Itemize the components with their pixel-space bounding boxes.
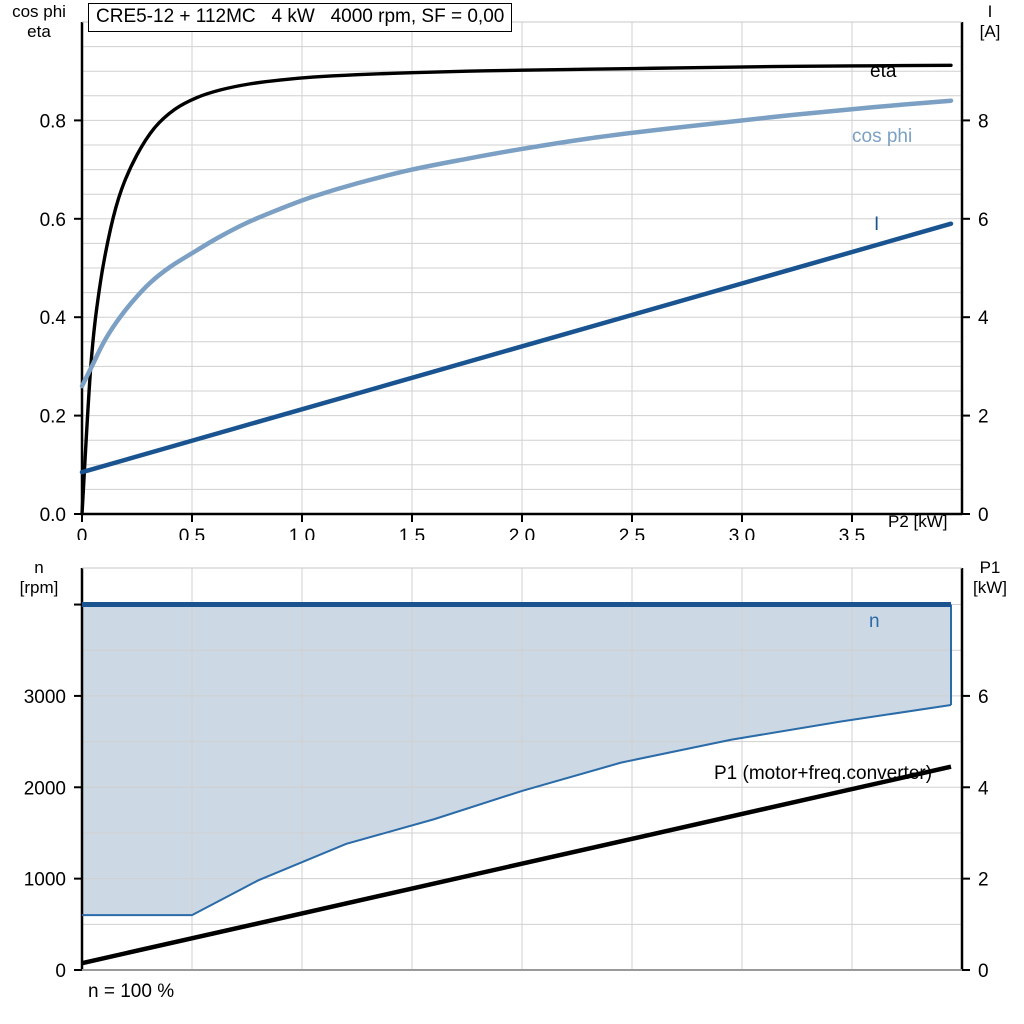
y-tick-label: 3000 [24,687,66,708]
right-axis-caption-bottom: P1 [kW] [973,558,1007,597]
y2-tick-label: 6 [978,687,989,708]
y-tick-label: 1000 [24,870,66,891]
curve-label-current: I [874,214,879,235]
x-tick-label: 2.5 [619,526,645,540]
y2-tick-label: 2 [978,407,989,428]
bottom-axis-frame [80,567,964,971]
curve-label-speed: n [869,611,880,632]
footer-note: n = 100 % [88,981,175,1002]
top-gridlines [82,22,962,514]
y2-tick-label: 4 [978,778,989,799]
chart-title-box: CRE5-12 + 112MC 4 kW 4000 rpm, SF = 0,00 [88,3,513,32]
speed-range-band [82,604,951,916]
left-axis-caption-top: cos phi eta [12,2,66,41]
top-chart-svg: 0.0 0.2 0.4 0.6 0.8 0 2 4 6 8 0 0.5 1.0 1.5 2.0 2.5 3.0 3… [40,21,989,540]
y-tick-label: 2000 [24,778,66,799]
y-tick-label: 0.4 [40,308,67,329]
bottom-chart: 0 1000 2000 3000 0 2 4 6 n P1 (motor+freq.conve… [0,548,1024,1024]
y-tick-label: 0.8 [40,111,66,132]
curve-label-cos-phi: cos phi [852,126,912,147]
y2-tick-label: 0 [978,961,989,982]
x-tick-label: 1.0 [289,526,315,540]
speed-range-area [82,604,951,916]
left-axis-caption-bottom: n [rpm] [19,558,59,597]
curve-n-lower [82,704,952,917]
x-tick-label: 0.5 [179,526,205,540]
curve-label-eta: eta [870,61,897,82]
curve-label-p1: P1 (motor+freq.converter) [714,763,932,784]
y2-tick-label: 6 [978,210,989,231]
top-tickmarks [74,119,970,522]
bottom-chart-svg: 0 1000 2000 3000 0 2 4 6 n P1 (motor+freq.conve… [24,567,989,982]
top-curves [79,63,954,516]
curve-cos-phi [79,98,954,389]
y-tick-label: 0 [55,961,66,982]
y2-tick-label: 8 [978,111,989,132]
curve-p1 [81,764,952,966]
y-tick-label: 0.2 [40,407,66,428]
right-axis-caption-top: I [A] [979,2,1001,41]
y-tick-label: 0.0 [40,505,66,526]
top-tick-labels: 0.0 0.2 0.4 0.6 0.8 0 2 4 6 8 0 0.5 1.0 1.5 2.0 2.5 3.0 3… [40,111,989,540]
x-tick-label: 1.5 [399,526,425,540]
y2-tick-label: 4 [978,308,989,329]
y-tick-label: 0.6 [40,210,66,231]
curve-i [79,221,954,475]
top-chart: 0.0 0.2 0.4 0.6 0.8 0 2 4 6 8 0 0.5 1.0 1.5 2.0 2.5 3.0 3… [12,2,1001,540]
x-tick-label: 2.0 [509,526,535,540]
x-tick-label: 0 [77,526,88,540]
bottom-tick-labels: 0 1000 2000 3000 0 2 4 6 [24,687,989,982]
bottom-tickmarks [74,603,970,971]
y2-tick-label: 0 [978,505,989,526]
x-tick-label: 3.0 [729,526,755,540]
curve-eta [80,63,953,516]
bottom-curves [81,602,952,966]
y2-tick-label: 2 [978,870,989,891]
x-tick-label: 3.5 [839,526,865,540]
x-axis-title-top: P2 [kW] [888,512,948,531]
